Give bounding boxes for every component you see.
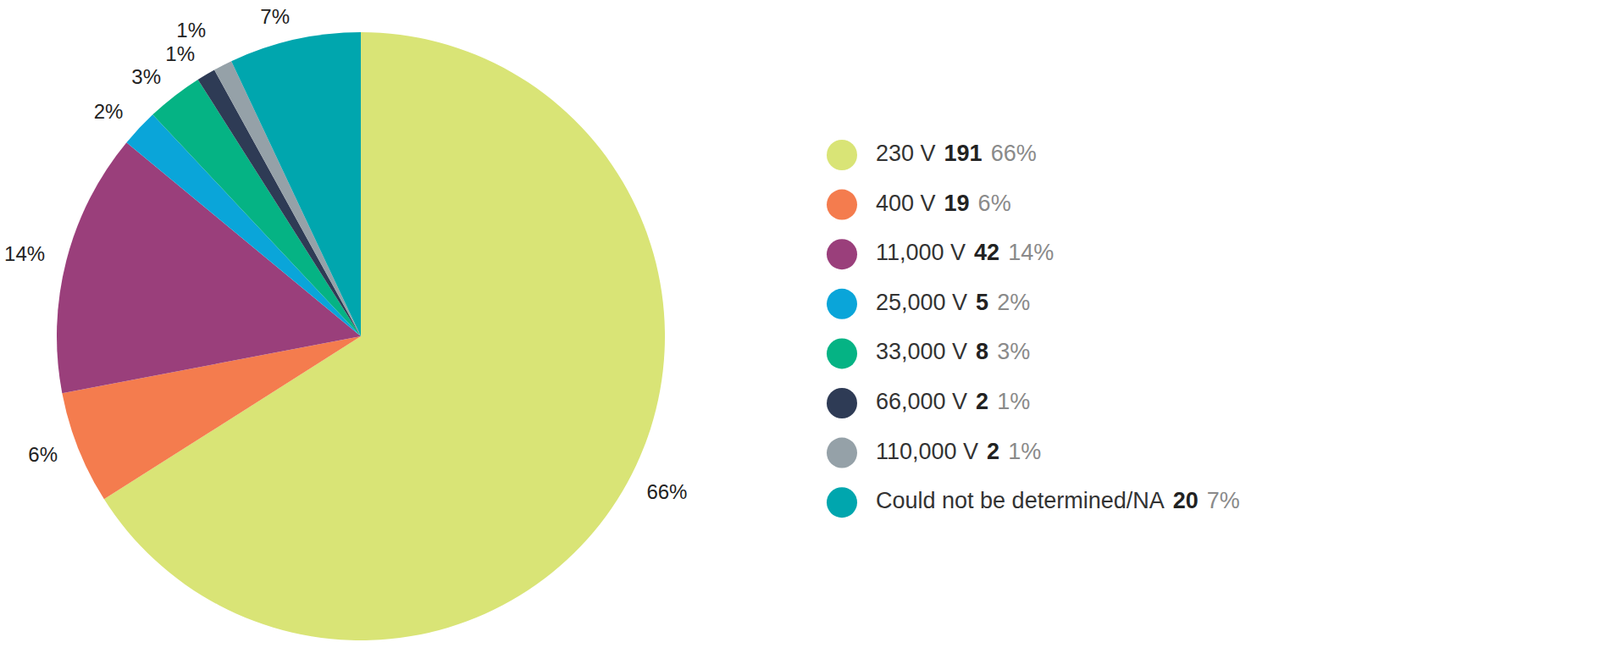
legend-percent: 66%	[991, 140, 1037, 167]
legend-percent: 7%	[1206, 487, 1241, 514]
data-label: 1%	[176, 18, 206, 42]
legend-percent: 1%	[1007, 438, 1041, 465]
legend-count: 191	[944, 140, 983, 167]
pie-slice	[231, 32, 361, 337]
legend-item: 230 V 191 66%	[826, 139, 1037, 171]
legend-count: 5	[975, 289, 989, 316]
legend-item: 400 V 19 6%	[826, 189, 1012, 221]
legend-percent: 1%	[996, 388, 1030, 415]
data-label: 7%	[260, 5, 290, 28]
legend-label: 25,000 V	[875, 289, 968, 316]
legend-percent: 2%	[996, 289, 1030, 316]
legend-swatch	[826, 437, 858, 469]
legend-label: 400 V	[875, 190, 936, 216]
legend-label: 230 V	[875, 140, 936, 167]
legend-entry: 33,000 V 8 3%	[875, 339, 1030, 366]
legend-count: 20	[1173, 487, 1199, 514]
legend-swatch	[826, 337, 858, 369]
legend-swatch	[826, 139, 858, 171]
data-label: 14%	[4, 242, 45, 266]
legend-swatch	[826, 238, 858, 270]
legend-percent: 14%	[1007, 239, 1054, 266]
legend-entry: 25,000 V 5 2%	[875, 289, 1030, 316]
legend-count: 42	[974, 239, 1000, 266]
legend-percent: 3%	[996, 339, 1030, 366]
legend-item: 11,000 V 42 14%	[826, 238, 1054, 270]
legend-count: 19	[944, 190, 970, 216]
data-label: 66%	[646, 480, 687, 504]
legend-count: 2	[986, 438, 1000, 465]
data-label: 1%	[165, 42, 195, 66]
legend-label: 33,000 V	[875, 339, 968, 366]
data-label: 2%	[94, 99, 124, 123]
legend-label: 66,000 V	[875, 388, 968, 415]
legend-swatch	[826, 288, 858, 320]
legend-entry: 66,000 V 2 1%	[875, 388, 1030, 415]
data-label: 6%	[27, 442, 58, 466]
legend-entry: 110,000 V 2 1%	[875, 438, 1041, 465]
legend-swatch	[826, 189, 858, 221]
legend-label: Could not be determined/NA	[875, 487, 1165, 514]
legend-entry: 400 V 19 6%	[875, 190, 1012, 216]
legend-count: 8	[975, 339, 989, 366]
legend-entry: Could not be determined/NA 20 7%	[875, 487, 1241, 514]
legend-label: 11,000 V	[875, 239, 966, 266]
legend-count: 2	[975, 388, 989, 415]
data-labels: 66%6%14%2%3%1%1%7%	[4, 5, 687, 504]
legend: 230 V 191 66% 400 V 19 6% 11,000 V 42 14% 25,000 …	[826, 139, 1241, 518]
legend-item: 33,000 V 8 3%	[826, 337, 1030, 369]
legend-item: 25,000 V 5 2%	[826, 288, 1030, 320]
legend-item: Could not be determined/NA 20 7%	[826, 487, 1241, 518]
legend-item: 110,000 V 2 1%	[826, 437, 1041, 469]
legend-swatch	[826, 487, 858, 518]
legend-swatch	[826, 387, 858, 419]
legend-entry: 230 V 191 66%	[875, 140, 1037, 167]
legend-item: 66,000 V 2 1%	[826, 387, 1030, 419]
data-label: 3%	[131, 65, 161, 89]
chart: 66%6%14%2%3%1%1%7%230 V19166%400 V196%11…	[0, 0, 1600, 659]
legend-entry: 11,000 V 42 14%	[875, 239, 1054, 266]
pie	[56, 32, 665, 641]
legend-percent: 6%	[978, 190, 1012, 216]
legend-label: 110,000 V	[875, 438, 979, 465]
